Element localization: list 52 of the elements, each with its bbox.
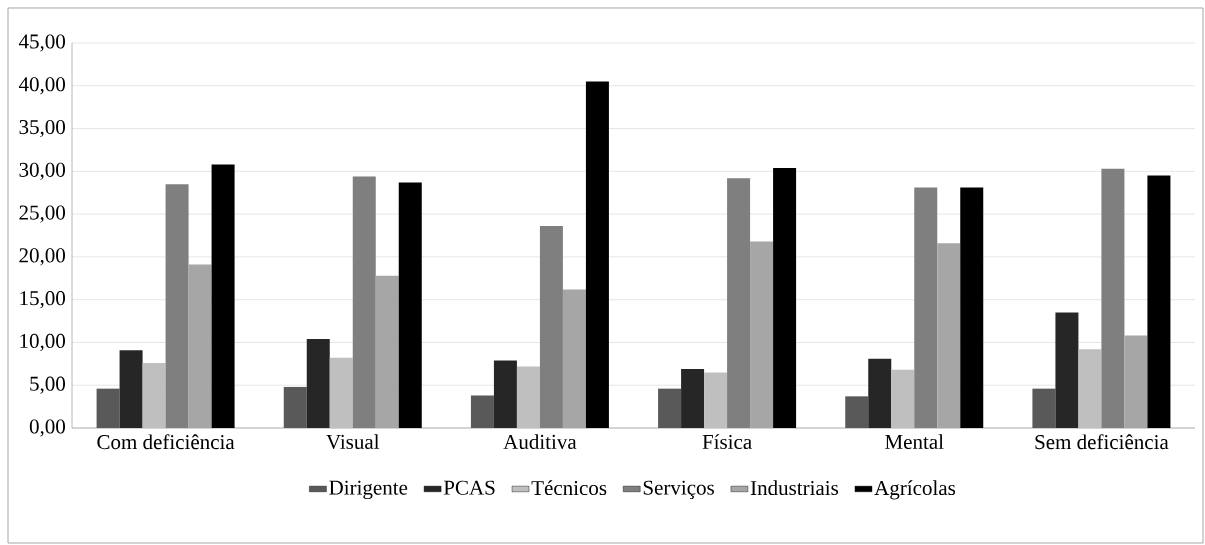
bar — [329, 357, 353, 428]
y-tick-label: 5,00 — [30, 376, 65, 394]
bar — [1147, 175, 1171, 428]
bar — [398, 182, 422, 428]
bar — [165, 184, 189, 428]
x-tick-label: Mental — [885, 434, 944, 449]
bar — [1078, 349, 1102, 428]
bar — [539, 226, 563, 428]
bar — [845, 396, 869, 428]
x-tick-label: Sem deficiência — [1035, 434, 1169, 450]
legend-label: Industriais — [750, 480, 839, 496]
bar — [960, 187, 984, 428]
x-tick-label: Com deficiência — [97, 434, 235, 450]
bar — [493, 360, 517, 428]
bar — [585, 81, 609, 428]
bar — [1055, 312, 1079, 428]
bar — [211, 164, 235, 428]
legend-label: Técnicos — [531, 480, 607, 496]
y-tick-label: 10,00 — [20, 333, 65, 352]
bar — [96, 388, 120, 428]
bar — [516, 366, 540, 428]
bar — [704, 372, 728, 428]
y-tick-label: 40,00 — [18, 77, 65, 95]
bar — [142, 362, 166, 428]
bar — [470, 395, 494, 428]
x-tick-label: Física — [702, 434, 752, 449]
legend-label: PCAS — [443, 480, 495, 495]
bar — [773, 167, 797, 428]
legend-label: Dirigente — [329, 480, 408, 500]
y-tick-label: 45,00 — [18, 34, 65, 52]
x-tick-label: Visual — [326, 434, 380, 450]
y-tick-label: 30,00 — [19, 162, 65, 180]
legend-label: Serviços — [643, 480, 714, 500]
bar — [658, 388, 682, 428]
bar — [681, 368, 705, 428]
y-tick-label: 15,00 — [20, 291, 65, 309]
bar — [891, 369, 915, 428]
y-tick-label: 0,00 — [29, 419, 65, 437]
y-tick-label: 25,00 — [19, 205, 65, 223]
bar — [914, 187, 938, 428]
bar — [283, 386, 307, 428]
x-tick-label: Auditiva — [503, 434, 577, 449]
bar — [727, 178, 751, 428]
bar — [868, 358, 892, 428]
y-tick-label: 35,00 — [19, 119, 65, 138]
bar — [1101, 168, 1125, 428]
bar — [119, 350, 143, 428]
bar — [1032, 388, 1056, 428]
bar — [352, 176, 376, 428]
bar — [306, 339, 330, 428]
y-tick-label: 20,00 — [19, 248, 65, 266]
legend-label: Agrícolas — [874, 480, 956, 500]
